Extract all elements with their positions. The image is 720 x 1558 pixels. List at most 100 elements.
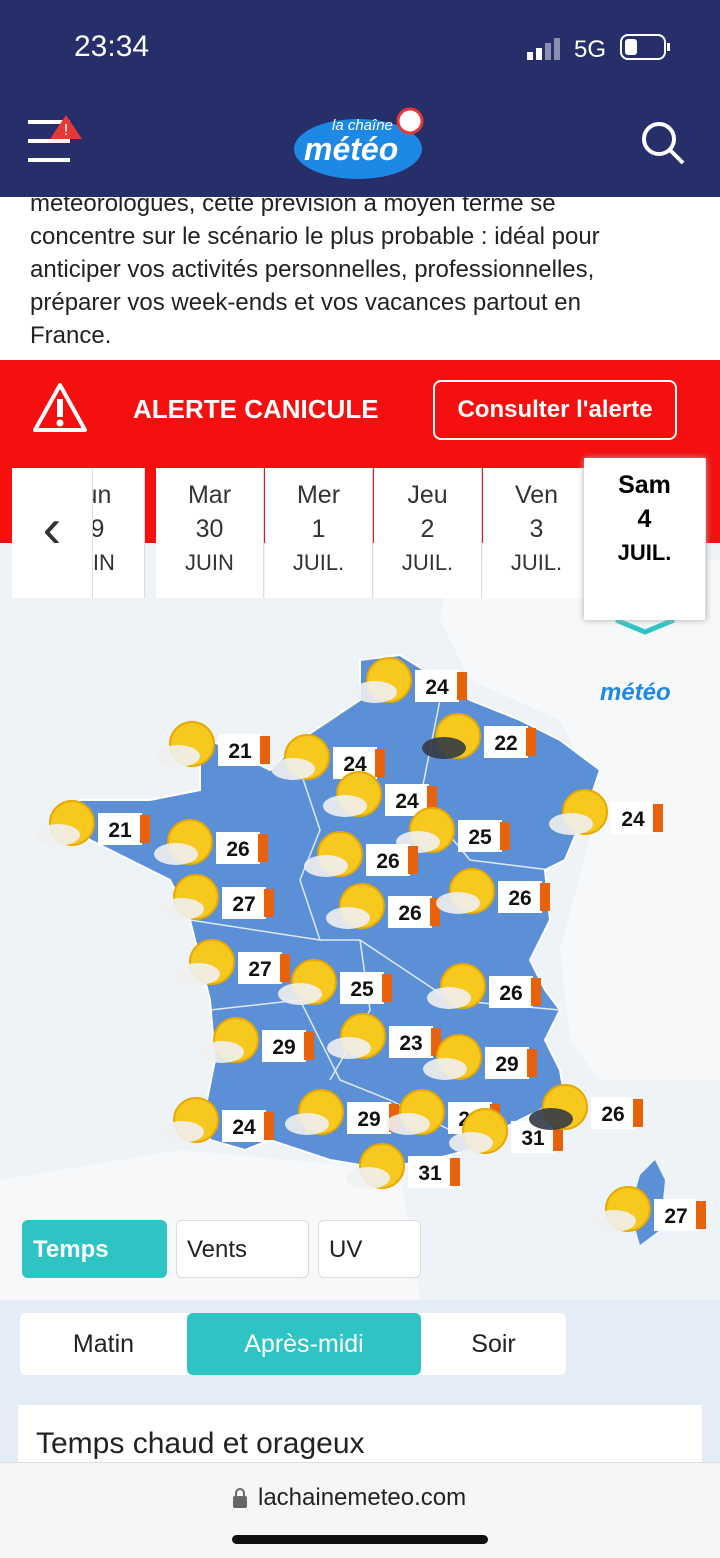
- temperature: 26: [376, 850, 399, 873]
- temperature: 31: [418, 1162, 442, 1185]
- temperature: 24: [343, 753, 367, 776]
- weather-cloud: [278, 983, 322, 1005]
- header: 23:34 5G ! la chaîne météo: [0, 0, 720, 197]
- temperature: 22: [494, 732, 517, 755]
- heat-bar: [457, 672, 467, 700]
- heat-bar: [531, 978, 541, 1006]
- card-title: Temps chaud et orageux: [36, 1427, 365, 1460]
- heat-bar: [696, 1201, 706, 1229]
- period-button[interactable]: Après-midi: [187, 1313, 421, 1375]
- weather-cloud: [160, 898, 204, 920]
- map-logo: météo: [600, 679, 671, 706]
- heat-bar: [427, 786, 437, 814]
- weather-cloud: [529, 1108, 573, 1130]
- heat-bar: [553, 1123, 563, 1151]
- weather-cloud: [200, 1041, 244, 1063]
- weather-cloud: [285, 1113, 329, 1135]
- browser-bar: lachainemeteo.com: [0, 1462, 720, 1558]
- label-bg: [262, 1030, 306, 1062]
- heat-bar: [140, 815, 150, 843]
- weather-cloud: [160, 1121, 204, 1143]
- day-tab[interactable]: Sam 4 JUIL.: [584, 458, 706, 620]
- weather-cloud: [549, 813, 593, 835]
- heat-bar: [527, 1049, 537, 1077]
- label-bg: [222, 887, 266, 919]
- url: lachainemeteo.com: [258, 1484, 467, 1511]
- temperature: 23: [399, 1032, 422, 1055]
- temperature: 29: [357, 1108, 380, 1131]
- temperature: 27: [232, 893, 255, 916]
- intro-line: concentre sur le scénario le plus probab…: [30, 223, 600, 250]
- tab-pointer: [615, 618, 675, 635]
- signal-icon: [527, 38, 560, 60]
- home-indicator: [232, 1535, 488, 1544]
- label-bg: [238, 952, 282, 984]
- heat-bar: [500, 822, 510, 850]
- weather-cloud: [326, 907, 370, 929]
- day-name: Sam: [618, 471, 671, 499]
- logo-top: la chaîne: [332, 117, 393, 134]
- heat-bar: [264, 889, 274, 917]
- logo[interactable]: la chaîne météo: [292, 103, 432, 181]
- weather-cloud: [271, 758, 315, 780]
- label-bg: [498, 881, 542, 913]
- temperature: 29: [495, 1053, 518, 1076]
- alert-title: ALERTE CANICULE: [133, 394, 379, 424]
- day-tab[interactable]: Mar 30 JUIN: [156, 468, 264, 598]
- label-bg: [218, 734, 262, 766]
- layer-button[interactable]: Vents: [176, 1220, 309, 1278]
- layer-button[interactable]: UV: [318, 1220, 421, 1278]
- label-bg: [98, 813, 142, 845]
- weather-cloud: [592, 1210, 636, 1232]
- weather-cloud: [423, 1058, 467, 1080]
- day-month: JUIL.: [510, 550, 563, 575]
- period-button[interactable]: Soir: [471, 1330, 516, 1358]
- label-bg: [222, 1110, 266, 1142]
- weather-cloud: [154, 843, 198, 865]
- label-bg: [489, 976, 533, 1008]
- heat-bar: [382, 974, 392, 1002]
- temperature: 27: [248, 958, 271, 981]
- battery: [620, 34, 670, 60]
- day-name: Mer: [296, 481, 341, 509]
- day-name: Ven: [514, 481, 559, 509]
- day-month: JUIL.: [401, 550, 454, 575]
- menu-button[interactable]: !: [28, 115, 84, 165]
- day-tab[interactable]: Mer 1 JUIL.: [265, 468, 373, 598]
- weather-cloud: [176, 963, 220, 985]
- heat-bar: [540, 883, 550, 911]
- period-button[interactable]: Matin: [72, 1330, 135, 1358]
- temperature: 26: [508, 887, 531, 910]
- label-bg: [216, 832, 260, 864]
- heat-bar: [653, 804, 663, 832]
- layer-button[interactable]: Temps: [22, 1220, 167, 1278]
- day-month: JUIL.: [617, 540, 672, 565]
- heat-bar: [633, 1099, 643, 1127]
- logo-main: météo: [304, 131, 398, 167]
- label-bg: [415, 670, 459, 702]
- heat-bar: [304, 1032, 314, 1060]
- weather-cloud: [36, 824, 80, 846]
- temperature: 26: [601, 1103, 624, 1126]
- heat-bar: [264, 1112, 274, 1140]
- label-bg: [408, 1156, 452, 1188]
- weather-cloud: [327, 1037, 371, 1059]
- search-button[interactable]: [640, 120, 686, 166]
- day-num: 30: [195, 515, 224, 543]
- temperature: 21: [108, 819, 132, 842]
- alert-button[interactable]: Consulter l'alerte: [433, 380, 677, 440]
- temperature: 24: [232, 1116, 256, 1139]
- temperature: 27: [664, 1205, 687, 1228]
- day-num: 2: [420, 515, 435, 543]
- day-tab[interactable]: Jeu 2 JUIL.: [374, 468, 482, 598]
- day-num: 29: [92, 512, 144, 546]
- label-bg: [389, 1026, 433, 1058]
- prev-day-button[interactable]: ‹: [12, 468, 93, 598]
- weather-cloud: [422, 737, 466, 759]
- day-tab[interactable]: Ven 3 JUIL.: [483, 468, 591, 598]
- intro-line: France.: [30, 322, 112, 349]
- day-num: 3: [529, 515, 544, 543]
- day-tab[interactable]: Lun29JUIN: [92, 468, 145, 598]
- temperature: 26: [226, 838, 249, 861]
